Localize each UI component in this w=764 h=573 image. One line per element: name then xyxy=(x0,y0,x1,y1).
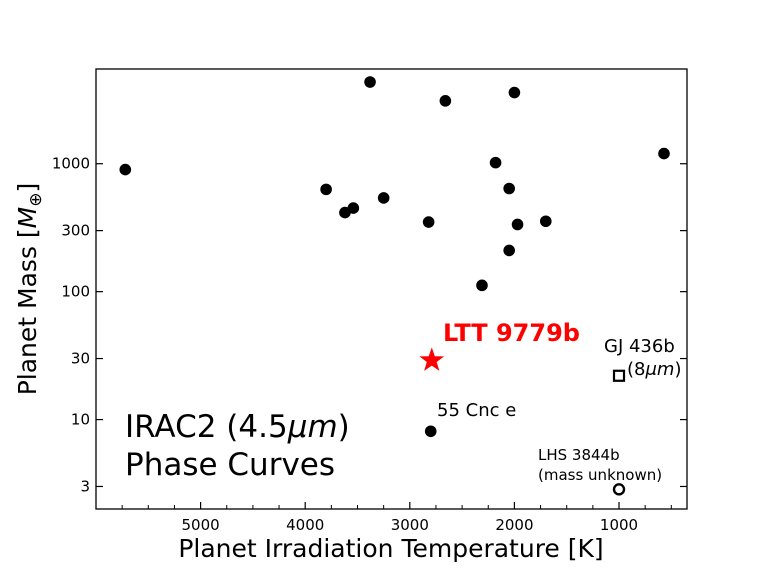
x-axis-label: Planet Irradiation Temperature [K] xyxy=(178,534,603,563)
y-tick-label: 300 xyxy=(61,222,90,240)
planet-point xyxy=(489,156,502,169)
lhs3844b-circle-marker xyxy=(612,483,626,496)
inset-title-line-1: IRAC2 (4.5μm) xyxy=(125,409,350,445)
data-points xyxy=(119,76,670,438)
highlight-label: LTT 9779b xyxy=(443,319,580,347)
planet-point xyxy=(476,279,488,292)
y-tick-label: 30 xyxy=(71,350,90,368)
planet-point xyxy=(424,425,437,438)
ltt9779b-star-marker xyxy=(419,347,445,371)
planet-point xyxy=(364,76,376,88)
x-axis-ticks: 5000 4000 3000 2000 1000 xyxy=(121,502,672,534)
planet-point xyxy=(511,218,524,231)
y-tick-label: 3 xyxy=(80,477,90,495)
gj436b-label-line-2: (8μm) xyxy=(627,359,682,380)
y-tick-label: 1000 xyxy=(52,155,90,173)
planet-point xyxy=(339,206,351,219)
x-tick-label: 4000 xyxy=(286,516,324,534)
planet-point xyxy=(119,163,132,176)
planet-point xyxy=(320,183,332,196)
planet-point xyxy=(503,244,515,257)
x-tick-label: 1000 xyxy=(600,516,638,534)
lhs3844b-label-line-1: LHS 3844b xyxy=(538,446,620,464)
planet-point xyxy=(658,147,670,160)
special-points xyxy=(419,347,626,496)
planet-point xyxy=(503,182,515,195)
annotation-55-cnc-e: 55 Cnc e xyxy=(437,400,516,421)
planet-point xyxy=(539,215,552,228)
y-tick-label: 10 xyxy=(71,411,90,429)
planet-point xyxy=(422,216,435,228)
lhs3844b-label-line-2: (mass unknown) xyxy=(538,466,662,484)
planet-point xyxy=(508,86,521,99)
x-tick-label: 2000 xyxy=(495,516,533,534)
planet-point xyxy=(439,95,452,107)
inset-title-line-2: Phase Curves xyxy=(125,447,335,483)
gj436b-square-marker xyxy=(612,369,626,382)
planet-point xyxy=(377,192,390,204)
gj436b-label-line-1: GJ 436b xyxy=(604,336,675,357)
plot-frame xyxy=(95,68,688,510)
y-tick-label: 100 xyxy=(61,283,90,301)
y-axis-label: Planet Mass [M⊕] xyxy=(13,183,46,396)
x-tick-label: 3000 xyxy=(391,516,429,534)
y-axis-ticks: 3 10 30 100 300 1000 xyxy=(52,155,687,495)
x-tick-label: 5000 xyxy=(182,516,220,534)
